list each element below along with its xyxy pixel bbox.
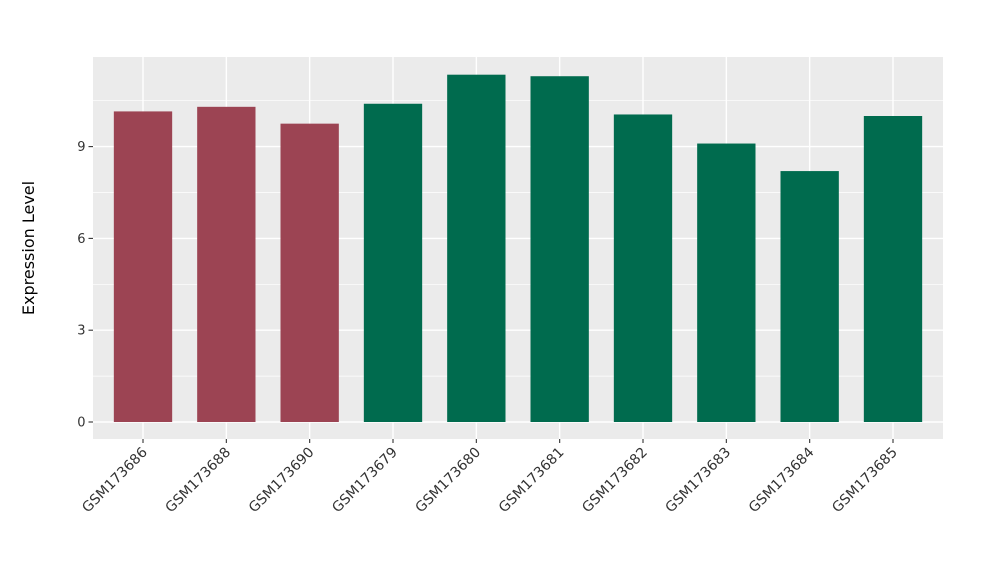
x-tick-label: GSM173683	[663, 445, 735, 517]
bar-GSM173684	[780, 171, 839, 422]
x-tick-label: GSM173690	[246, 445, 318, 517]
bar-GSM173679	[363, 103, 423, 422]
y-tick-label: 6	[77, 232, 85, 247]
bar-GSM173682	[613, 114, 673, 422]
bar-GSM173681	[530, 76, 589, 422]
bar-GSM173690	[280, 123, 339, 423]
x-tick-label: GSM173681	[496, 445, 568, 517]
y-axis-title: Expression Level	[19, 181, 38, 315]
x-tick-label: GSM173688	[163, 445, 235, 517]
y-tick-label: 0	[77, 416, 85, 431]
bar-GSM173686	[113, 111, 173, 422]
y-tick-label: 3	[77, 324, 85, 339]
bar-GSM173680	[447, 74, 506, 422]
x-tick-label: GSM173680	[413, 445, 485, 517]
y-tick-label: 9	[77, 140, 85, 155]
plot-panel: 0 3 6 9 GSM173686 GSM173688 GSM173690 GSM173679…	[77, 57, 943, 516]
bar-GSM173685	[863, 116, 923, 422]
x-tick-label: GSM173685	[829, 445, 901, 517]
bar-GSM173688	[197, 106, 256, 422]
x-tick-label: GSM173682	[579, 445, 651, 517]
x-tick-label: GSM173686	[79, 444, 151, 516]
bar-GSM173683	[697, 143, 756, 423]
x-tick-label: GSM173684	[746, 444, 818, 516]
x-tick-label: GSM173679	[329, 445, 401, 517]
